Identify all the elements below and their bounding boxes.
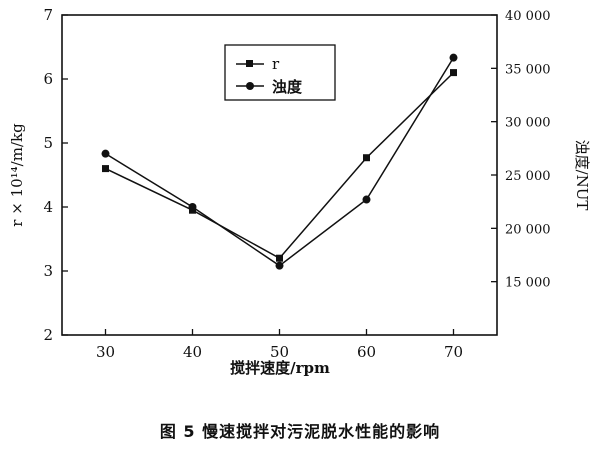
- y-left-tick-label: 4: [43, 198, 53, 216]
- y-right-tick-label: 30 000: [505, 116, 551, 131]
- legend-turbidity-label: 浊度: [272, 78, 303, 96]
- y-right-tick-label: 40 000: [505, 9, 551, 24]
- y-right-tick-label: 35 000: [505, 62, 551, 77]
- x-tick-label: 50: [270, 343, 289, 361]
- y-left-tick-label: 3: [43, 262, 53, 280]
- series-layer: [101, 53, 458, 270]
- data-point-square: [363, 154, 370, 162]
- legend-r-label: r: [272, 55, 280, 73]
- data-point-circle: [101, 149, 110, 158]
- y-left-tick-label: 6: [43, 70, 53, 88]
- legend-r-marker: [246, 60, 253, 67]
- data-point-square: [102, 165, 109, 173]
- legend-box: [224, 44, 336, 101]
- x-tick-label: 60: [357, 343, 376, 361]
- y-right-tick-label: 20 000: [505, 222, 551, 237]
- data-point-square: [450, 69, 457, 77]
- y-axis-left-label: r × 10¹⁴/m/kg: [8, 123, 26, 227]
- y-right-tick-label: 15 000: [505, 276, 551, 291]
- data-point-circle: [275, 261, 284, 270]
- data-point-circle: [188, 203, 197, 211]
- ticks-layer: 30 40 50 60 70 2 3 4 5 6 7 15 000 20 000 25 000 30 000…: [43, 6, 550, 361]
- y-left-tick-label: 7: [43, 6, 53, 24]
- data-point-circle: [362, 195, 371, 204]
- y-left-tick-label: 5: [43, 134, 53, 152]
- data-point-circle: [449, 53, 458, 62]
- x-tick-label: 30: [96, 343, 115, 361]
- y-axis-right-label: 浊度/NUT: [573, 140, 591, 211]
- x-tick-label: 70: [444, 343, 463, 361]
- figure-caption: 图 5 慢速搅拌对污泥脱水性能的影响: [159, 422, 441, 441]
- x-axis-label: 搅拌速度/rpm: [230, 359, 330, 377]
- y-right-tick-label: 25 000: [505, 169, 551, 184]
- x-tick-label: 40: [183, 343, 202, 361]
- legend-turbidity-marker: [246, 82, 254, 90]
- y-left-tick-label: 2: [43, 326, 53, 344]
- legend: r 浊度: [224, 44, 336, 101]
- data-point-square: [276, 254, 283, 262]
